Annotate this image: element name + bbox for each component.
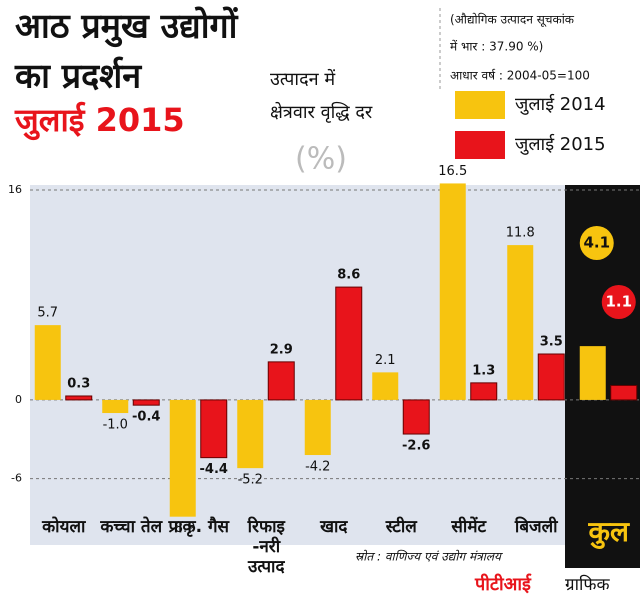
title-line: जुलाई 2015 [14,101,185,141]
plot-background [30,185,565,545]
value-label: -8.9 [170,521,195,536]
x-tick-label: प्राकृ. गैस [168,517,230,537]
bar [372,372,399,400]
title-line: का प्रदर्शन [14,56,142,97]
bar [470,382,498,401]
legend-swatch [455,91,505,119]
legend-label: जुलाई 2014 [515,93,606,115]
value-label: 11.8 [506,226,535,241]
credit-background [470,568,640,601]
bar [132,399,160,406]
bar [439,183,466,400]
subtitle: क्षेत्रवार वृद्धि दर [270,101,373,123]
unit-label: (%) [295,142,347,177]
x-tick-label: रिफाइ -नरी उत्पाद [247,517,285,577]
value-label: 5.7 [37,306,58,321]
value-label: 4.1 [583,234,610,252]
value-label: 1.3 [472,363,495,378]
bar [200,399,228,459]
value-badge [579,226,614,260]
value-label: 1.1 [605,293,632,311]
note: आधार वर्ष : 2004-05=100 [450,69,590,83]
note: (औद्योगिक उत्पादन सूचकांक [450,13,575,28]
bar [610,384,638,401]
bar [65,395,93,401]
title-line: आठ प्रमुख उद्योगों [15,6,239,48]
bar [579,346,606,400]
x-tick-label: कच्चा तेल [100,517,163,537]
x-tick-label: सीमेंट [451,517,487,537]
x-tick-label: बिजली [514,517,558,537]
bar [507,245,534,400]
x-tick-label: स्टील [385,517,417,537]
bar [34,325,61,400]
y-tick-label: 16 [8,183,22,196]
value-label: 3.5 [540,335,563,350]
x-tick-label: कुल [588,515,630,548]
value-label: -1.0 [103,418,128,433]
bar [304,399,331,456]
subtitle: उत्पादन में [270,68,336,90]
bar [537,353,565,401]
note: में भार : 37.90 %) [450,40,543,54]
value-badge [601,285,636,319]
value-label: -4.4 [200,462,228,477]
value-label: 2.9 [270,342,293,357]
bar [267,361,295,401]
x-tick-label: खाद [320,517,348,537]
value-label: 2.1 [375,353,396,368]
credit: पीटीआई [474,573,532,595]
source: स्रोत : वाणिज्य एवं उद्योग मंत्रालय [355,550,503,564]
value-label: 16.5 [438,164,467,179]
bar [335,286,363,401]
legend-label: जुलाई 2015 [515,133,606,155]
value-label: 0.3 [67,376,90,391]
y-tick-label: -6 [11,472,22,485]
bar [169,399,196,517]
value-label: -2.6 [402,439,430,454]
value-label: -0.4 [132,410,160,425]
credit: ग्राफिक [565,574,611,595]
bar [237,399,264,469]
value-label: -4.2 [305,460,330,475]
value-label: 8.6 [337,268,360,283]
bar [102,399,129,414]
y-tick-label: 0 [15,393,22,406]
bar [402,399,430,435]
legend-swatch [455,131,505,159]
value-label: -5.2 [238,473,263,488]
x-tick-label: कोयला [42,517,86,537]
